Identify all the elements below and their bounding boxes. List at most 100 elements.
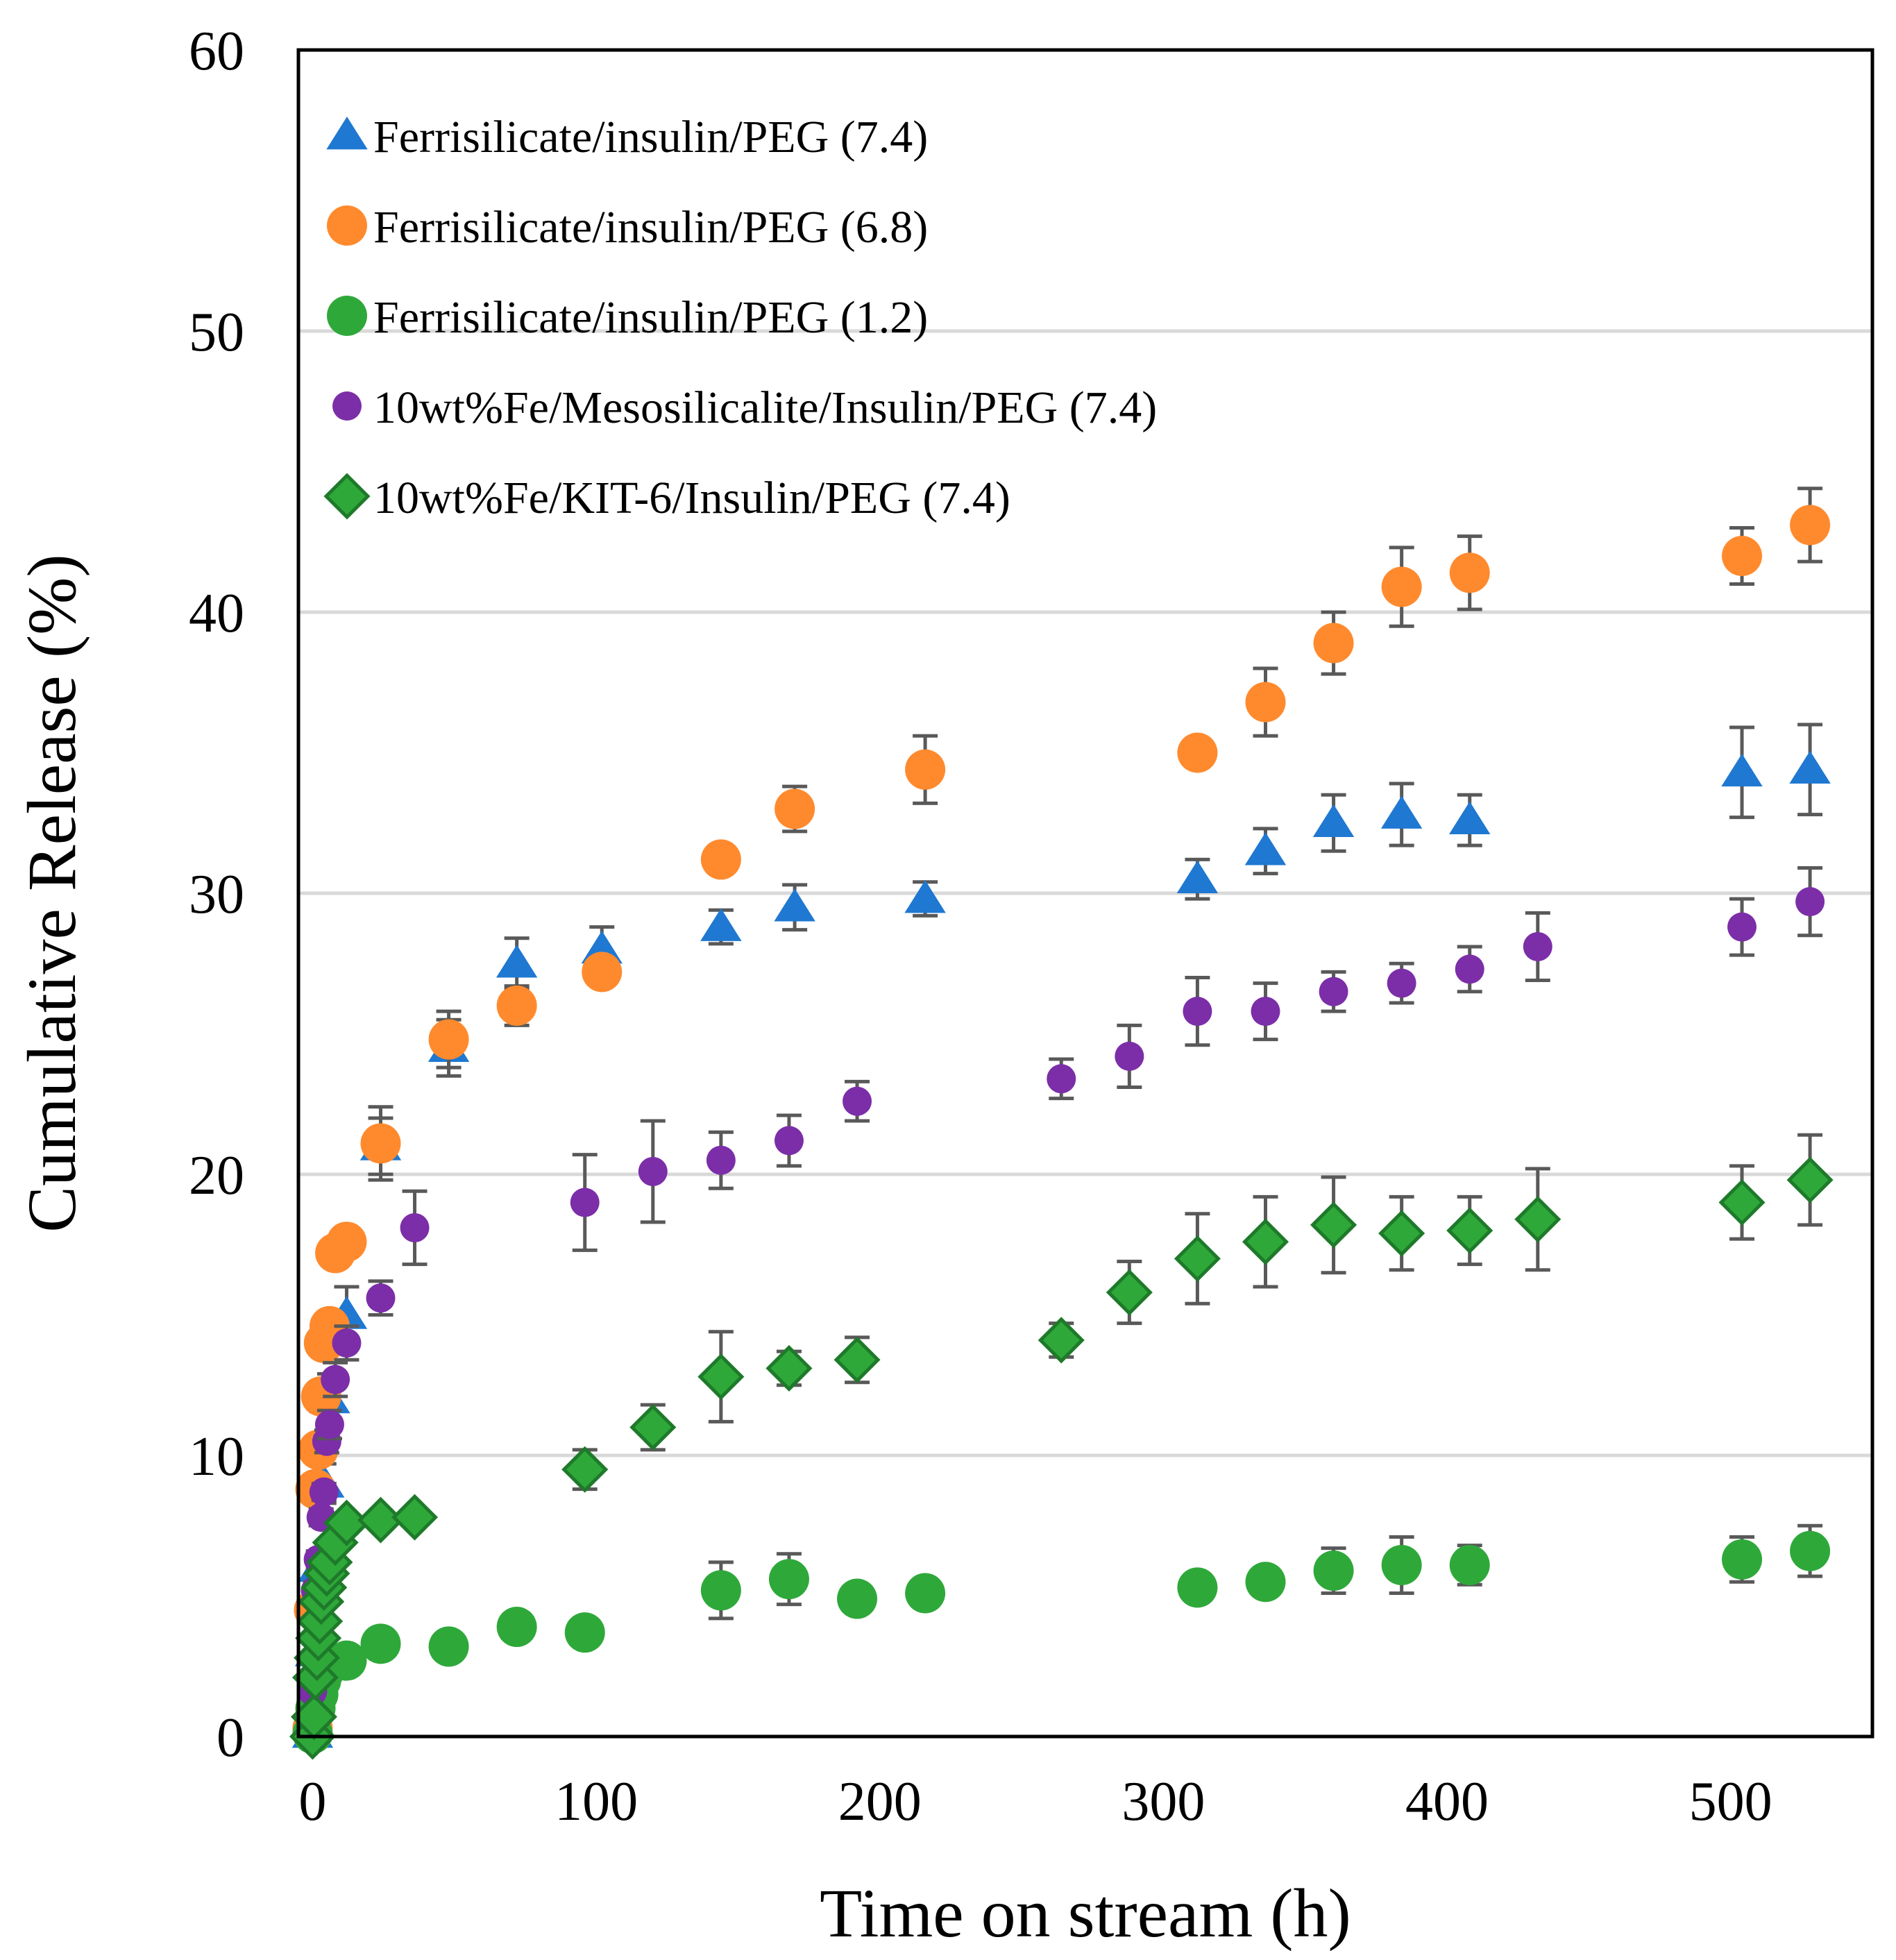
data-point	[1722, 536, 1762, 576]
scatter-chart: 01020304050600 100 200 300 400 500 Time on st…	[0, 0, 1896, 1960]
data-point	[310, 1478, 339, 1507]
data-point	[701, 1570, 741, 1610]
data-point	[497, 1607, 537, 1647]
data-point	[1245, 832, 1286, 865]
data-point	[837, 1579, 877, 1619]
data-point	[1177, 861, 1218, 893]
data-point	[843, 1087, 872, 1116]
data-point	[1790, 505, 1830, 545]
legend-marker	[326, 117, 367, 149]
y-tick-label: 50	[189, 302, 244, 363]
data-points	[291, 489, 1831, 1757]
data-point	[638, 1157, 668, 1186]
data-point	[1722, 1539, 1762, 1580]
data-point	[836, 1339, 878, 1380]
data-point	[1313, 804, 1354, 837]
data-point	[1387, 969, 1416, 998]
data-point	[1244, 1221, 1286, 1262]
data-point	[905, 750, 945, 790]
data-point	[1108, 1272, 1150, 1313]
data-point	[1382, 1545, 1422, 1585]
data-point	[1455, 954, 1484, 983]
data-point	[1115, 1042, 1144, 1071]
x-tick-label: 300	[1121, 1771, 1205, 1832]
x-tick-label: 0	[298, 1771, 326, 1832]
data-point	[582, 952, 622, 992]
data-point	[904, 880, 945, 913]
data-point	[1245, 1562, 1285, 1602]
data-point	[1790, 1531, 1830, 1571]
data-point	[361, 1123, 401, 1163]
data-point	[905, 1573, 945, 1613]
data-point	[700, 1356, 742, 1398]
data-point	[1314, 623, 1354, 664]
legend-label: 10wt%Fe/KIT-6/Insulin/PEG (7.4)	[373, 473, 1010, 523]
legend-label: Ferrisilicate/insulin/PEG (7.4)	[373, 112, 928, 162]
x-axis-title: Time on stream (h)	[820, 1875, 1351, 1952]
data-point	[1251, 997, 1280, 1026]
data-point	[775, 1126, 804, 1155]
data-point	[1449, 1210, 1491, 1251]
y-tick-label: 20	[189, 1145, 244, 1206]
data-point	[632, 1407, 674, 1448]
legend-label: 10wt%Fe/Mesosilicalite/Insulin/PEG (7.4)	[373, 382, 1157, 433]
data-point	[321, 1365, 350, 1394]
legend-label: Ferrisilicate/insulin/PEG (6.8)	[373, 202, 928, 253]
data-point	[768, 1347, 810, 1389]
data-point	[429, 1626, 469, 1666]
data-point	[701, 839, 741, 879]
legend: Ferrisilicate/insulin/PEG (7.4) Ferrisili…	[326, 112, 1157, 523]
data-point	[1245, 682, 1285, 723]
legend-marker	[326, 475, 368, 517]
data-point	[1313, 1204, 1355, 1246]
legend-marker	[327, 296, 367, 336]
data-point	[394, 1496, 436, 1538]
legend-marker	[332, 391, 362, 421]
data-point	[1047, 1064, 1076, 1093]
data-point	[1517, 1199, 1559, 1240]
data-point	[1789, 1159, 1831, 1201]
x-tick-label: 200	[838, 1771, 922, 1832]
data-point	[1450, 552, 1490, 593]
data-point	[1789, 751, 1830, 784]
legend-marker	[327, 205, 367, 246]
data-point	[1177, 1567, 1217, 1607]
data-point	[1176, 1238, 1218, 1280]
y-tick-label: 0	[217, 1707, 244, 1768]
data-point	[706, 1146, 736, 1175]
series-2	[292, 489, 1830, 1748]
data-point	[1523, 932, 1552, 961]
data-point	[496, 945, 537, 977]
data-point	[1450, 1545, 1490, 1585]
data-point	[1721, 754, 1762, 786]
data-point	[315, 1410, 344, 1439]
data-point	[570, 1188, 600, 1217]
data-point	[1449, 802, 1490, 834]
y-tick-label: 30	[189, 864, 244, 925]
x-tick-label: 100	[555, 1771, 638, 1832]
data-point	[1381, 1213, 1423, 1254]
data-point	[497, 986, 537, 1026]
data-point	[1177, 733, 1217, 773]
x-tick-label: 500	[1689, 1771, 1772, 1832]
data-point	[1721, 1182, 1763, 1224]
series-3	[292, 1526, 1830, 1754]
data-point	[1795, 887, 1825, 916]
data-point	[1183, 997, 1212, 1026]
data-point	[769, 1559, 809, 1599]
x-tick-label: 400	[1405, 1771, 1489, 1832]
y-tick-label: 60	[189, 21, 244, 82]
data-point	[1319, 977, 1348, 1006]
data-point	[775, 789, 815, 829]
data-point	[700, 909, 741, 941]
series-1	[292, 725, 1831, 1748]
data-point	[361, 1623, 401, 1664]
data-point	[1727, 913, 1757, 942]
data-point	[400, 1213, 430, 1242]
data-point	[1381, 796, 1422, 829]
y-tick-label: 10	[189, 1426, 244, 1487]
data-point	[429, 1020, 469, 1060]
data-point	[565, 1612, 605, 1653]
data-point	[332, 1328, 361, 1358]
data-point	[366, 1283, 396, 1312]
